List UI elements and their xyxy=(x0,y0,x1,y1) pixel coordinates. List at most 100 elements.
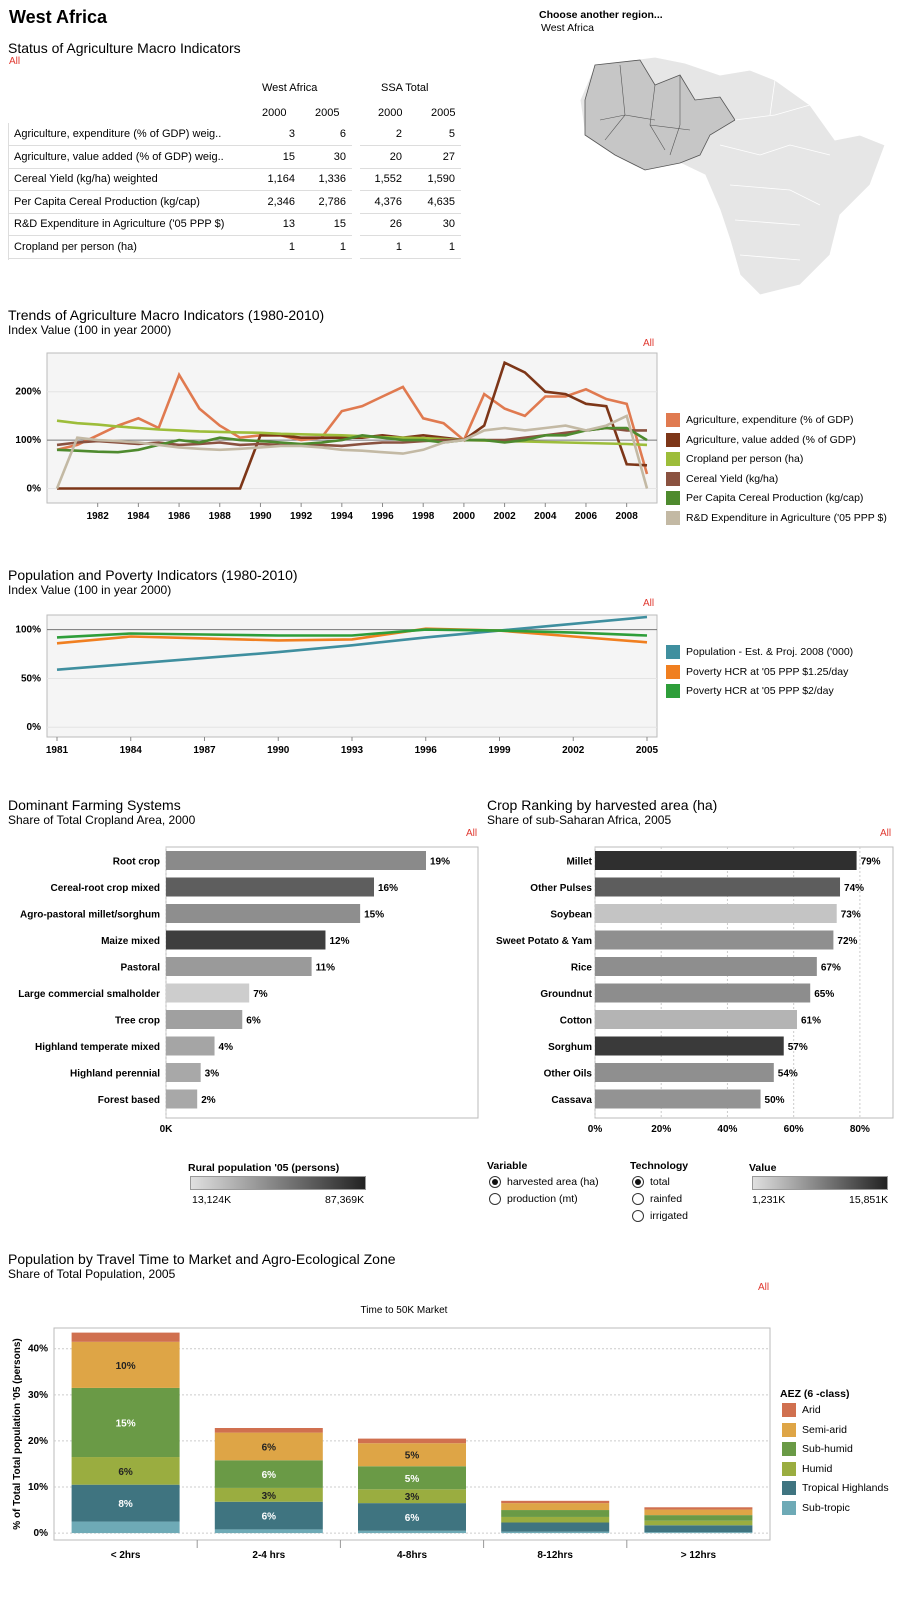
stacked-bar-segment xyxy=(501,1510,610,1517)
legend-item[interactable]: Population - Est. & Proj. 2008 ('000) xyxy=(666,645,853,659)
legend-swatch xyxy=(782,1481,796,1496)
stacked-bar-segment xyxy=(358,1466,466,1490)
trends-chart: 0% 100% 200% 1982 1984 1986 1988 1990 1992 1994 19… xyxy=(15,352,658,522)
crops-subtitle: Share of sub-Saharan Africa, 2005 xyxy=(487,813,672,827)
cell: 4,635 xyxy=(408,190,461,214)
data-label: 5% xyxy=(405,1451,420,1462)
series-line xyxy=(55,414,649,489)
y-tick-label: 0% xyxy=(27,483,42,494)
legend-item[interactable]: Cropland per person (ha) xyxy=(666,452,803,467)
value-gradient xyxy=(752,1176,888,1190)
legend-item[interactable]: Agriculture, value added (% of GDP) xyxy=(666,432,856,447)
legend-item[interactable]: Poverty HCR at '05 PPP $2/day xyxy=(666,684,834,699)
category-label: Other Oils xyxy=(544,1069,593,1080)
legend-label: Cereal Yield (kg/ha) xyxy=(686,472,779,485)
legend-item[interactable]: R&D Expenditure in Agriculture ('05 PPP … xyxy=(666,511,887,525)
status-year: 2000 xyxy=(378,107,403,119)
legend-swatch xyxy=(666,664,680,679)
cell: 1,552 xyxy=(356,168,408,191)
stacked-bar-segment xyxy=(71,1387,180,1458)
cell: 1 xyxy=(408,235,461,259)
category-label: Groundnut xyxy=(540,989,592,1000)
rural-pop-max: 87,369K xyxy=(325,1194,365,1206)
legend-label: Semi-arid xyxy=(802,1423,847,1436)
cell: 20 xyxy=(356,145,408,169)
stacked-bar-segment xyxy=(358,1443,466,1467)
bar xyxy=(595,1036,784,1056)
data-label: 3% xyxy=(205,1069,220,1080)
status-table: Agriculture, expenditure (% of GDP) weig… xyxy=(8,123,461,259)
stacked-bar-segment xyxy=(358,1530,466,1534)
rural-pop-gradient xyxy=(190,1176,366,1190)
table-row: Cropland per person (ha) 1 1 1 1 xyxy=(8,235,461,259)
legend-item[interactable]: Poverty HCR at '05 PPP $1.25/day xyxy=(666,664,848,679)
series-line xyxy=(56,627,648,645)
y-tick-label: 0% xyxy=(34,1528,49,1539)
x-tick-label: 1992 xyxy=(290,511,313,522)
value-legend-title: Value xyxy=(749,1162,777,1174)
x-tick-label: 2005 xyxy=(636,745,659,755)
legend-label: Sub-humid xyxy=(802,1443,853,1456)
crops-filter[interactable]: All xyxy=(880,828,892,839)
x-tick-label: 1984 xyxy=(127,511,150,522)
travel-filter[interactable]: All xyxy=(758,1282,770,1293)
region-chooser[interactable]: West Africa xyxy=(541,22,594,34)
trends-filter[interactable]: All xyxy=(643,338,655,349)
legend-swatch xyxy=(666,452,680,467)
data-label: 57% xyxy=(788,1042,808,1053)
legend-item[interactable]: Tropical Highlands xyxy=(782,1481,889,1496)
travel-title: Population by Travel Time to Market and … xyxy=(8,1251,396,1267)
bar xyxy=(595,957,817,976)
stacked-bar-segment xyxy=(358,1503,466,1531)
poverty-filter[interactable]: All xyxy=(643,598,655,609)
data-label: 65% xyxy=(814,989,834,1000)
x-tick-label: 2004 xyxy=(534,511,557,522)
legend-item[interactable]: Sub-tropic xyxy=(782,1501,850,1515)
legend-item[interactable]: Semi-arid xyxy=(782,1422,847,1437)
data-label: 6% xyxy=(262,1470,277,1481)
variable-radio-production[interactable]: production (mt) xyxy=(489,1190,599,1207)
africa-map[interactable] xyxy=(560,45,900,297)
data-label: 16% xyxy=(378,883,398,894)
status-year: 2005 xyxy=(315,107,340,119)
stacked-bar-segment xyxy=(71,1484,180,1522)
data-label: 6% xyxy=(262,1512,277,1523)
data-label: 67% xyxy=(821,963,841,974)
x-tick-label: 1986 xyxy=(168,511,191,522)
x-tick-label: 2-4 hrs xyxy=(252,1550,285,1561)
bar xyxy=(166,904,361,923)
legend-item[interactable]: Sub-humid xyxy=(782,1442,853,1457)
cell: 4,376 xyxy=(356,190,408,214)
legend-item[interactable]: Agriculture, expenditure (% of GDP) xyxy=(666,413,854,427)
x-tick-label: 20% xyxy=(651,1124,671,1135)
x-tick-label: 2002 xyxy=(562,745,585,755)
legend-item[interactable]: Cereal Yield (kg/ha) xyxy=(666,471,779,486)
technology-radio-total[interactable]: total xyxy=(632,1173,688,1190)
farming-filter[interactable]: All xyxy=(466,828,478,839)
farming-chart: 0K10,000K20,000K30,000K40,000KRoot crop1… xyxy=(18,846,479,1135)
status-filter[interactable]: All xyxy=(9,56,21,67)
radio-icon xyxy=(632,1209,644,1222)
region-chooser-label: Choose another region... xyxy=(539,9,663,21)
stacked-bar-segment xyxy=(501,1503,610,1511)
cell: 27 xyxy=(408,145,461,169)
category-label: Highland perennial xyxy=(70,1069,160,1080)
category-label: Root crop xyxy=(113,857,160,868)
technology-radio-rainfed[interactable]: rainfed xyxy=(632,1190,688,1207)
radio-icon xyxy=(632,1192,644,1205)
chart-title: Time to 50K Market xyxy=(361,1305,448,1316)
technology-radio-irrigated[interactable]: irrigated xyxy=(632,1207,688,1224)
data-label: 50% xyxy=(765,1095,785,1106)
legend-item[interactable]: Humid xyxy=(782,1461,832,1476)
status-group-west-africa: West Africa xyxy=(262,82,318,94)
variable-radio-harvested[interactable]: harvested area (ha) xyxy=(489,1173,599,1190)
legend-item[interactable]: Per Capita Cereal Production (kg/cap) xyxy=(666,491,863,506)
stacked-bar-segment xyxy=(501,1531,610,1534)
legend-label: Agriculture, value added (% of GDP) xyxy=(686,433,856,446)
bar xyxy=(166,1089,198,1109)
travel-subtitle: Share of Total Population, 2005 xyxy=(8,1267,176,1281)
data-label: 6% xyxy=(246,1016,261,1027)
x-tick-label: 1984 xyxy=(120,745,143,755)
legend-item[interactable]: Arid xyxy=(782,1403,821,1417)
data-label: 4% xyxy=(219,1042,234,1053)
